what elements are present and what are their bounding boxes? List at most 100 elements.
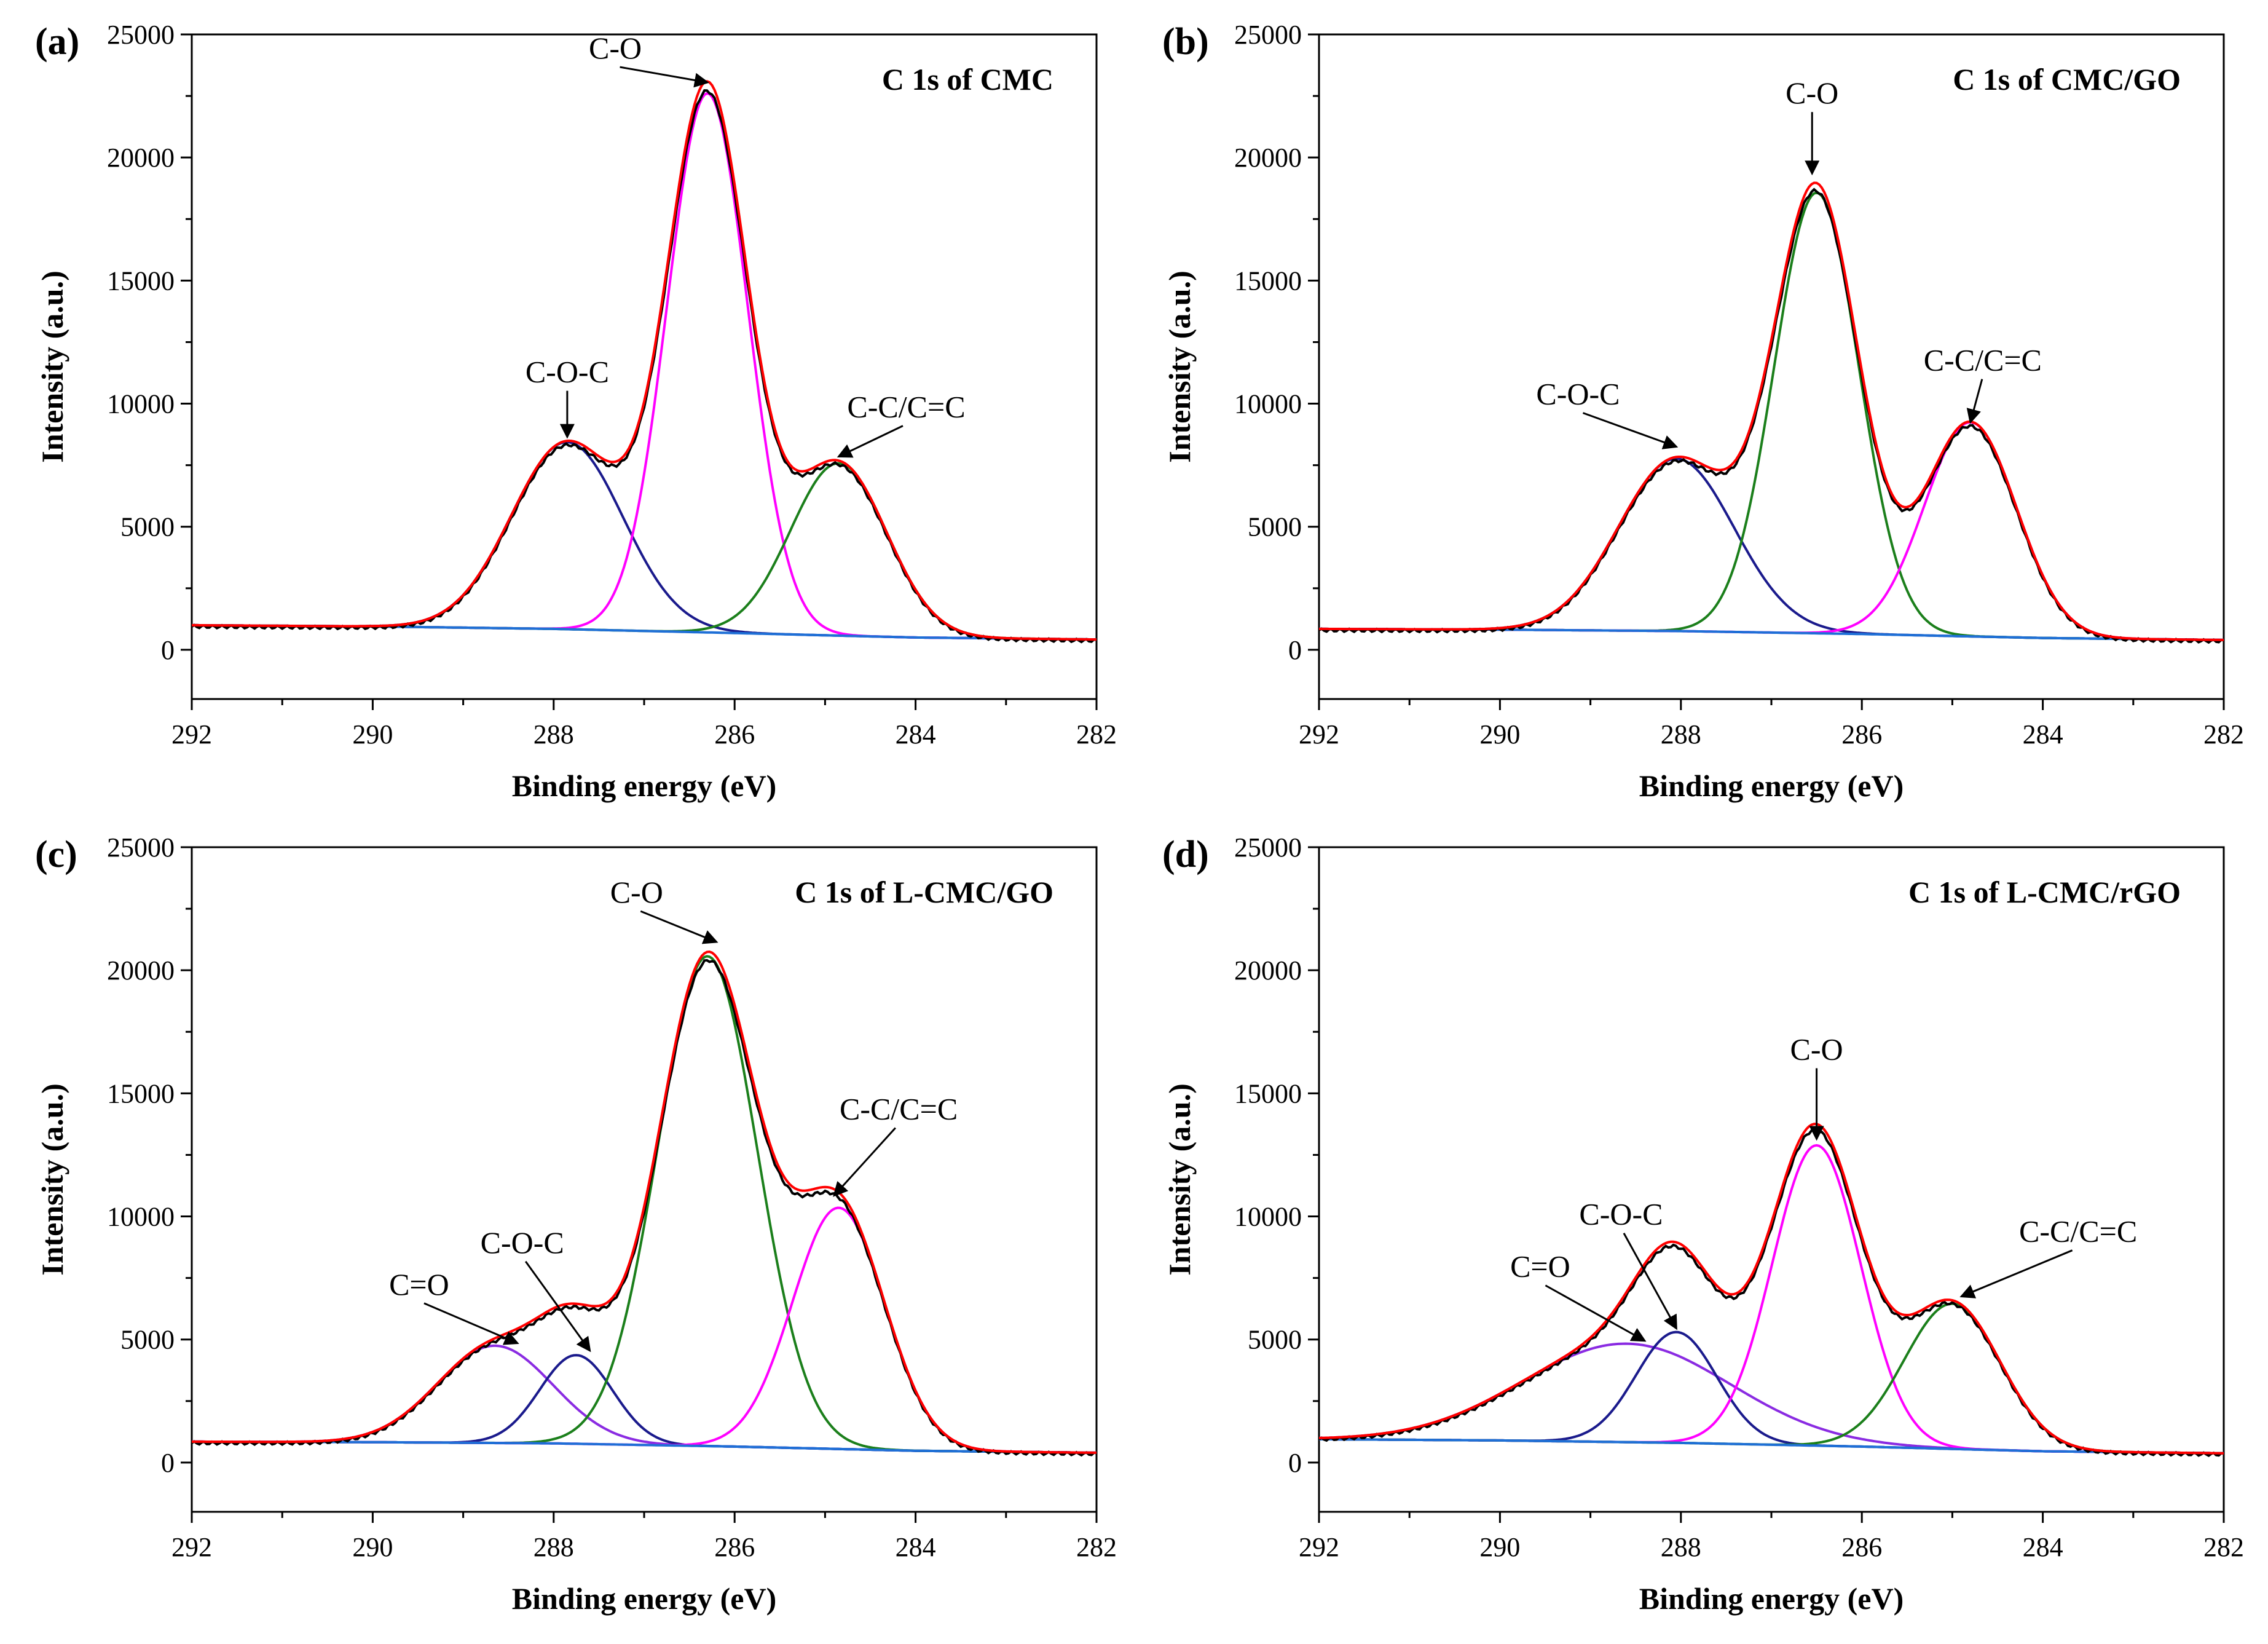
curves-group xyxy=(192,80,1097,644)
x-tick-label: 288 xyxy=(534,1532,574,1562)
x-tick-label: 286 xyxy=(1841,1532,1882,1562)
panel-title: C 1s of L-CMC/rGO xyxy=(1908,875,2181,909)
panel-title: C 1s of CMC/GO xyxy=(1953,62,2181,97)
curves-group xyxy=(192,950,1097,1457)
x-tick-label: 288 xyxy=(534,719,574,749)
plot-frame xyxy=(1318,846,2225,1513)
peak-label: C-O-C xyxy=(1579,1197,1663,1231)
plot-frame xyxy=(191,846,1098,1513)
panel-label: (a) xyxy=(35,21,79,63)
annotation-arrow xyxy=(524,1260,591,1353)
y-tick-label: 10000 xyxy=(1234,389,1302,419)
fit-envelope-line xyxy=(1319,181,2224,641)
y-tick-label: 5000 xyxy=(120,512,175,542)
plot-frame xyxy=(191,33,1098,700)
annotation-arrow xyxy=(1582,412,1679,449)
panel-label: (d) xyxy=(1162,834,1209,875)
panel-label: (b) xyxy=(1162,21,1209,63)
plot-frame xyxy=(1318,33,2225,700)
x-tick-label: 284 xyxy=(2023,1532,2063,1562)
y-tick-label: 15000 xyxy=(107,1078,175,1109)
peak-label: C=O xyxy=(389,1267,449,1302)
x-tick-label: 292 xyxy=(171,719,212,749)
y-tick-label: 0 xyxy=(161,1448,175,1478)
y-tick-label: 15000 xyxy=(107,266,175,296)
y-tick-label: 25000 xyxy=(107,832,175,863)
peak-fit-1 xyxy=(192,1344,1097,1454)
y-tick-label: 10000 xyxy=(107,389,175,419)
x-tick-label: 292 xyxy=(1299,1532,1339,1562)
y-tick-label: 5000 xyxy=(1248,512,1302,542)
y-tick-label: 25000 xyxy=(1234,832,1302,863)
panel-label: (c) xyxy=(35,834,77,875)
annotation-arrow xyxy=(423,1302,519,1345)
peak-label: C-O-C xyxy=(481,1225,564,1260)
peak-fit-3 xyxy=(192,462,1097,641)
x-tick-label: 282 xyxy=(1076,719,1117,749)
x-tick-label: 282 xyxy=(2203,1532,2244,1562)
y-tick-label: 20000 xyxy=(107,955,175,986)
annotation-arrow xyxy=(1545,1284,1647,1342)
peak-label: C-O-C xyxy=(1536,377,1620,411)
y-axis-title: Intensity (a.u.) xyxy=(35,1083,69,1276)
annotation-arrow xyxy=(640,910,719,944)
annotation-arrow xyxy=(1623,1233,1677,1330)
y-tick-label: 5000 xyxy=(1248,1325,1302,1355)
x-tick-label: 286 xyxy=(714,719,755,749)
x-tick-label: 286 xyxy=(1841,719,1882,749)
y-tick-label: 20000 xyxy=(107,143,175,173)
background-line xyxy=(192,1440,1097,1454)
x-tick-label: 290 xyxy=(1479,719,1520,749)
peak-fit-2 xyxy=(1319,191,2224,641)
x-tick-label: 292 xyxy=(171,1532,212,1562)
x-tick-label: 282 xyxy=(2203,719,2244,749)
x-tick-label: 288 xyxy=(1661,1532,1701,1562)
peak-label: C-C/C=C xyxy=(840,1092,958,1126)
peak-fit-2 xyxy=(192,1354,1097,1454)
x-axis-title: Binding energy (eV) xyxy=(512,1581,777,1616)
x-tick-label: 282 xyxy=(1076,1532,1117,1562)
y-tick-label: 25000 xyxy=(1234,20,1302,50)
y-tick-label: 20000 xyxy=(1234,143,1302,173)
peak-label: C=O xyxy=(1510,1249,1570,1284)
peak-label: C-O xyxy=(589,31,642,65)
peak-label: C-C/C=C xyxy=(2019,1214,2137,1249)
curves-group xyxy=(1319,1123,2224,1457)
annotation-arrow xyxy=(837,425,904,458)
peak-label: C-O xyxy=(1790,1032,1843,1066)
peak-label: C-O xyxy=(1786,76,1838,110)
peak-fit-3 xyxy=(1319,421,2224,641)
peak-label: C-O xyxy=(610,875,663,909)
y-axis-title: Intensity (a.u.) xyxy=(35,271,69,463)
panel-title: C 1s of CMC xyxy=(882,62,1053,97)
y-tick-label: 25000 xyxy=(107,20,175,50)
x-tick-label: 290 xyxy=(352,1532,393,1562)
peak-fit-4 xyxy=(192,1206,1097,1454)
fit-envelope-line xyxy=(1319,1123,2224,1455)
chart-panel-d: 292 290 288 286 284 282 0 5000 10000 15000 20000 25… xyxy=(1162,832,2244,1616)
peak-label: C-O-C xyxy=(526,355,609,389)
x-tick-label: 284 xyxy=(2023,719,2063,749)
x-tick-label: 284 xyxy=(896,719,936,749)
fit-envelope-line xyxy=(192,950,1097,1454)
y-tick-label: 10000 xyxy=(1234,1202,1302,1232)
peak-fit-2 xyxy=(1319,1330,2224,1455)
annotation-arrow xyxy=(833,1127,896,1197)
y-axis-title: Intensity (a.u.) xyxy=(1162,271,1197,463)
x-tick-label: 286 xyxy=(714,1532,755,1562)
chart-panel-c: 292 290 288 286 284 282 0 5000 10000 15000 20000 25… xyxy=(35,832,1117,1616)
panel-title: C 1s of L-CMC/GO xyxy=(795,875,1053,909)
curves-group xyxy=(1319,181,2224,644)
x-tick-label: 290 xyxy=(1479,1532,1520,1562)
chart-panel-a: 292 290 288 286 284 282 0 5000 10000 15000 20000 25… xyxy=(35,20,1117,803)
y-tick-label: 0 xyxy=(161,635,175,665)
y-tick-label: 10000 xyxy=(107,1202,175,1232)
peak-label: C-C/C=C xyxy=(847,390,965,424)
chart-panel-b: 292 290 288 286 284 282 0 5000 10000 15000 20000 25… xyxy=(1162,20,2244,803)
y-tick-label: 0 xyxy=(1288,635,1302,665)
x-tick-label: 288 xyxy=(1661,719,1701,749)
y-tick-label: 15000 xyxy=(1234,266,1302,296)
annotation-arrow xyxy=(1966,379,1983,424)
y-tick-label: 5000 xyxy=(120,1325,175,1355)
